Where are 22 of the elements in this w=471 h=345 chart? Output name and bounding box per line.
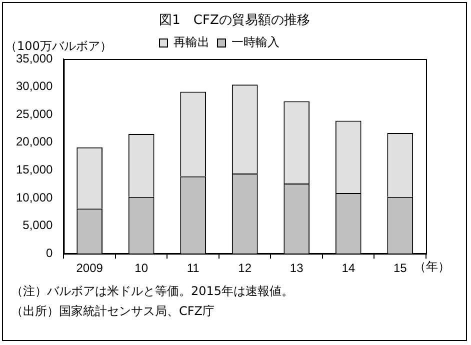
x-tick-label: 2009 xyxy=(76,261,104,276)
text: （注）バルボアは米ドルと等価。2015年は速報値。 xyxy=(11,283,295,300)
x-tick-label: 12 xyxy=(238,261,252,276)
x-tick-label: 10 xyxy=(134,261,148,276)
y-axis-title: （100万バルボア） xyxy=(5,39,112,54)
x-axis-title: （年） xyxy=(414,260,450,274)
text: （出所）国家統計センサス局、CFZ庁 xyxy=(11,303,216,320)
y-tick-label: 15,000 xyxy=(16,162,54,177)
y-tick-label: 30,000 xyxy=(16,79,54,94)
chart-title: 図1 CFZの貿易額の推移 xyxy=(158,12,311,29)
y-tick-label: 10,000 xyxy=(16,190,54,204)
legend-label: 一時輸入 xyxy=(232,35,280,50)
y-tick-label: 25,000 xyxy=(16,106,54,121)
x-tick-label: 13 xyxy=(290,261,304,276)
x-tick-label: 11 xyxy=(186,261,200,276)
y-tick-label: 35,000 xyxy=(16,51,54,66)
y-tick-label: 0 xyxy=(46,246,54,260)
x-tick-label: 14 xyxy=(342,261,356,276)
legend-label: 再輸出 xyxy=(174,35,210,50)
x-tick-label: 15 xyxy=(393,261,408,276)
y-tick-label: 20,000 xyxy=(16,134,54,149)
y-tick-label: 5,000 xyxy=(22,218,54,232)
